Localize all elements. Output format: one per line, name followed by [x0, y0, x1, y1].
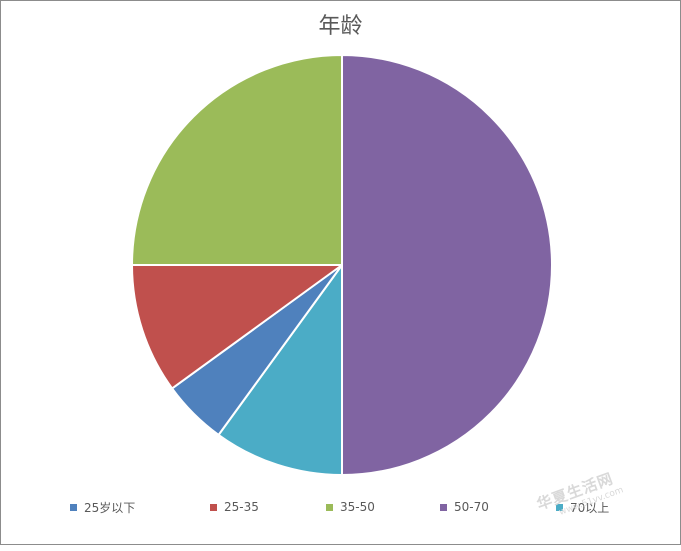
legend-swatch — [440, 503, 447, 511]
chart-title: 年龄 — [318, 14, 363, 39]
legend-swatch — [556, 503, 563, 511]
chart-legend: 25岁以下 25-35 35-50 50-70 70以上 — [0, 497, 681, 517]
legend-item: 35-50 — [326, 497, 375, 517]
legend-label: 25-35 — [224, 500, 259, 514]
legend-swatch — [70, 503, 77, 511]
pie-slice-70以上 — [217, 264, 343, 476]
legend-item: 50-70 — [440, 497, 489, 517]
legend-item: 25-35 — [210, 497, 259, 517]
legend-label: 25岁以下 — [84, 500, 136, 515]
legend-label: 70以上 — [570, 500, 610, 515]
legend-swatch — [326, 503, 333, 511]
pie-slice-50-70 — [341, 54, 553, 476]
legend-label: 50-70 — [454, 500, 489, 514]
legend-swatch — [210, 503, 217, 511]
legend-label: 35-50 — [340, 500, 375, 514]
pie-slice-35-50 — [131, 54, 343, 266]
legend-item: 25岁以下 — [70, 497, 135, 517]
pie-slice-25-35 — [131, 264, 343, 390]
legend-item: 70以上 — [556, 497, 609, 517]
